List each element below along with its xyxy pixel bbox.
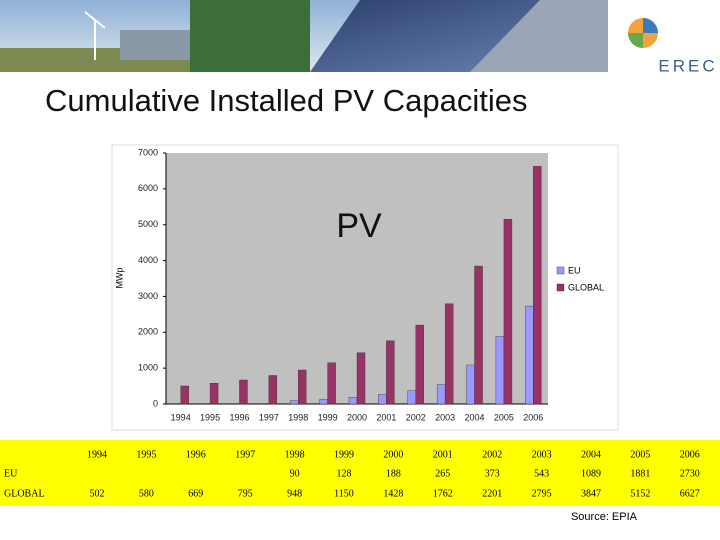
table-header: 1994 xyxy=(87,449,107,460)
x-tick-label: 2005 xyxy=(494,412,514,422)
page-title: Cumulative Installed PV Capacities xyxy=(45,83,527,118)
logo: EREC xyxy=(628,18,717,75)
table-cell: 3847 xyxy=(581,488,601,499)
table-cell: 265 xyxy=(435,468,450,479)
bar xyxy=(298,369,307,405)
table-cell: 948 xyxy=(287,488,302,499)
legend-label: GLOBAL xyxy=(568,282,604,292)
bar xyxy=(415,324,424,405)
table-cell: 1150 xyxy=(334,488,354,499)
table-cell: 1762 xyxy=(433,488,453,499)
table-header: 2006 xyxy=(680,449,700,460)
y-tick-label: 4000 xyxy=(138,255,158,265)
y-tick-label: 0 xyxy=(153,398,158,408)
table-cell: 128 xyxy=(337,468,352,479)
table-header: 2005 xyxy=(630,449,650,460)
bar xyxy=(503,219,513,405)
bar xyxy=(533,166,542,405)
bar xyxy=(407,390,416,405)
table-cell: 669 xyxy=(188,488,203,499)
bar xyxy=(348,397,358,405)
table-cell: 5152 xyxy=(630,488,650,499)
table-cell: 1428 xyxy=(383,488,403,499)
table-cell: 2201 xyxy=(482,488,502,499)
table-cell: 2795 xyxy=(532,488,552,499)
bar xyxy=(466,364,475,405)
bar xyxy=(319,399,328,405)
x-tick-label: 1998 xyxy=(288,412,308,422)
y-tick-label: 3000 xyxy=(138,291,158,301)
table-cell: 502 xyxy=(90,488,105,499)
bar xyxy=(290,400,299,405)
x-tick-label: 1999 xyxy=(318,412,338,422)
y-tick-label: 2000 xyxy=(138,327,158,337)
table-background xyxy=(0,440,720,506)
x-tick-label: 2000 xyxy=(347,412,367,422)
x-tick-label: 2006 xyxy=(523,412,543,422)
x-tick-label: 1997 xyxy=(259,412,279,422)
table-header: 1997 xyxy=(235,449,255,460)
x-tick-label: 1995 xyxy=(200,412,220,422)
bar xyxy=(495,336,505,405)
legend-label: EU xyxy=(568,265,581,275)
table-header: 1998 xyxy=(285,449,305,460)
y-tick-label: 5000 xyxy=(138,219,158,229)
table-cell: 1089 xyxy=(581,468,601,479)
table-header: 2001 xyxy=(433,449,453,460)
table-cell: 795 xyxy=(238,488,253,499)
bar xyxy=(327,362,336,405)
table-cell: 373 xyxy=(485,468,500,479)
table-cell: 90 xyxy=(290,468,300,479)
table-header: 1996 xyxy=(186,449,206,460)
banner xyxy=(0,0,608,72)
table-cell: 543 xyxy=(534,468,549,479)
table-header: 2000 xyxy=(383,449,403,460)
bar xyxy=(209,383,219,405)
y-tick-label: 7000 xyxy=(138,147,158,157)
source: Source: EPIA xyxy=(571,511,638,523)
table-header: 2004 xyxy=(581,449,601,460)
table-header: 2003 xyxy=(532,449,552,460)
x-tick-label: 2004 xyxy=(465,412,485,422)
table-cell: 1881 xyxy=(630,468,650,479)
bar xyxy=(386,340,395,405)
x-tick-label: 1996 xyxy=(229,412,249,422)
legend-swatch xyxy=(556,283,565,292)
bar xyxy=(474,265,483,405)
x-tick-label: 2003 xyxy=(435,412,455,422)
table-cell: 580 xyxy=(139,488,154,499)
table-cell: 188 xyxy=(386,468,401,479)
y-tick-label: 1000 xyxy=(138,363,158,373)
table-header: 1995 xyxy=(136,449,156,460)
x-tick-label: 2001 xyxy=(376,412,396,422)
table-header: 1999 xyxy=(334,449,354,460)
bar xyxy=(444,303,454,405)
table-row-label: EU xyxy=(4,468,18,479)
bar xyxy=(268,375,278,405)
bar xyxy=(180,385,189,405)
table-header: 2002 xyxy=(482,449,502,460)
x-tick-label: 1994 xyxy=(171,412,191,422)
bar xyxy=(239,379,248,405)
legend-swatch xyxy=(556,266,565,275)
table-row-label: GLOBAL xyxy=(4,488,45,499)
x-tick-label: 2002 xyxy=(406,412,426,422)
logo-text: EREC xyxy=(658,56,717,75)
bar xyxy=(436,384,446,405)
table-cell: 6627 xyxy=(680,488,700,499)
y-tick-label: 6000 xyxy=(138,183,158,193)
chart-title: PV xyxy=(336,207,382,245)
table-cell: 2730 xyxy=(680,468,700,479)
bar xyxy=(525,305,534,405)
bar xyxy=(356,352,366,405)
bar xyxy=(378,394,387,405)
y-axis-label: MWp xyxy=(114,268,124,289)
